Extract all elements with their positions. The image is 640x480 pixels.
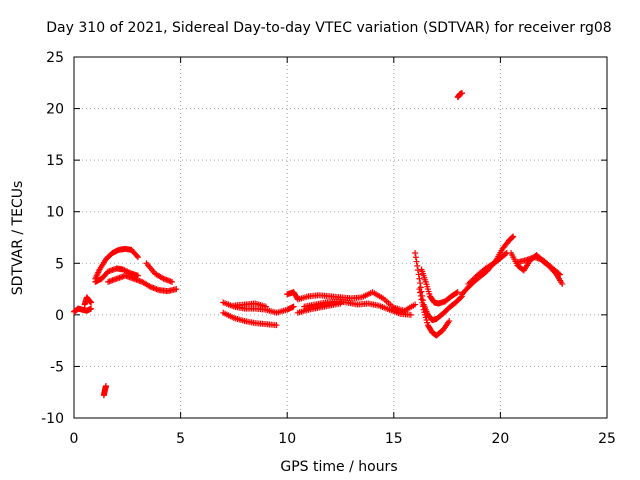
series-arc-r xyxy=(514,254,564,278)
data-point xyxy=(337,300,344,307)
data-point xyxy=(419,299,426,306)
series-arc-e xyxy=(143,260,176,285)
y-tick-label: 5 xyxy=(55,256,64,272)
x-axis-label: GPS time / hours xyxy=(280,459,397,475)
data-points xyxy=(71,90,566,399)
series-arc-g xyxy=(220,309,280,329)
axes xyxy=(73,56,608,419)
data-point xyxy=(412,249,419,256)
data-point xyxy=(134,254,141,261)
grid-lines xyxy=(74,57,607,418)
data-point xyxy=(415,271,422,278)
data-point xyxy=(417,292,424,299)
data-point xyxy=(133,252,140,259)
series-arc-d xyxy=(105,272,180,295)
data-point xyxy=(419,303,426,310)
y-tick-label: 0 xyxy=(55,308,64,324)
data-point xyxy=(169,278,176,285)
x-tick-label: 15 xyxy=(385,431,403,447)
data-point xyxy=(262,303,269,310)
data-point xyxy=(457,294,464,301)
series-arc-h xyxy=(230,300,269,310)
series-arc-c xyxy=(92,265,141,285)
data-point xyxy=(417,280,424,287)
y-tick-label: 20 xyxy=(46,102,64,118)
series-arc-a xyxy=(71,305,95,315)
data-point xyxy=(414,262,421,269)
series-arc-n xyxy=(418,266,461,307)
data-point xyxy=(454,289,461,296)
series-arc-j xyxy=(301,298,414,318)
series-arc-b xyxy=(92,245,141,282)
x-tick-label: 0 xyxy=(70,431,79,447)
data-point xyxy=(407,311,414,318)
data-point xyxy=(446,318,453,325)
y-axis-label: SDTVAR / TECUs xyxy=(10,181,26,296)
tick-labels: 0 5 10 15 20 25 -10 -5 0 5 10 15 20 25 xyxy=(41,50,616,447)
data-point xyxy=(102,383,109,390)
data-point xyxy=(453,289,460,296)
data-point xyxy=(459,90,466,97)
data-point xyxy=(418,296,425,303)
y-tick-label: -10 xyxy=(41,411,64,427)
data-point xyxy=(290,303,297,310)
y-tick-label: 15 xyxy=(46,153,64,169)
data-point xyxy=(416,286,423,293)
data-point xyxy=(414,267,421,274)
series-arc-k xyxy=(294,300,344,316)
data-point xyxy=(173,286,180,293)
series-outlier-high xyxy=(454,90,466,101)
series-arc-a2 xyxy=(81,294,95,308)
y-tick-label: -5 xyxy=(50,359,64,375)
data-point xyxy=(509,234,516,241)
y-tick-label: 25 xyxy=(46,50,64,66)
data-point xyxy=(412,301,419,308)
plot-frame xyxy=(73,56,608,419)
y-tick-label: 10 xyxy=(46,205,64,221)
data-point xyxy=(273,322,280,329)
data-point xyxy=(417,289,424,296)
x-tick-label: 5 xyxy=(176,431,185,447)
data-point xyxy=(416,275,423,282)
data-point xyxy=(557,271,564,278)
data-point xyxy=(502,250,509,257)
data-point xyxy=(413,258,420,265)
data-point xyxy=(412,254,419,261)
x-tick-label: 10 xyxy=(278,431,296,447)
x-tick-label: 25 xyxy=(598,431,616,447)
x-tick-label: 20 xyxy=(491,431,509,447)
data-point xyxy=(88,305,95,312)
chart-title: Day 310 of 2021, Sidereal Day-to-day VTE… xyxy=(46,20,611,36)
data-point xyxy=(88,299,95,306)
series-arc-i xyxy=(284,289,419,314)
data-point xyxy=(510,233,517,240)
data-point xyxy=(559,280,566,287)
series-arc-m xyxy=(416,286,453,339)
series-outlier-low xyxy=(100,383,109,399)
